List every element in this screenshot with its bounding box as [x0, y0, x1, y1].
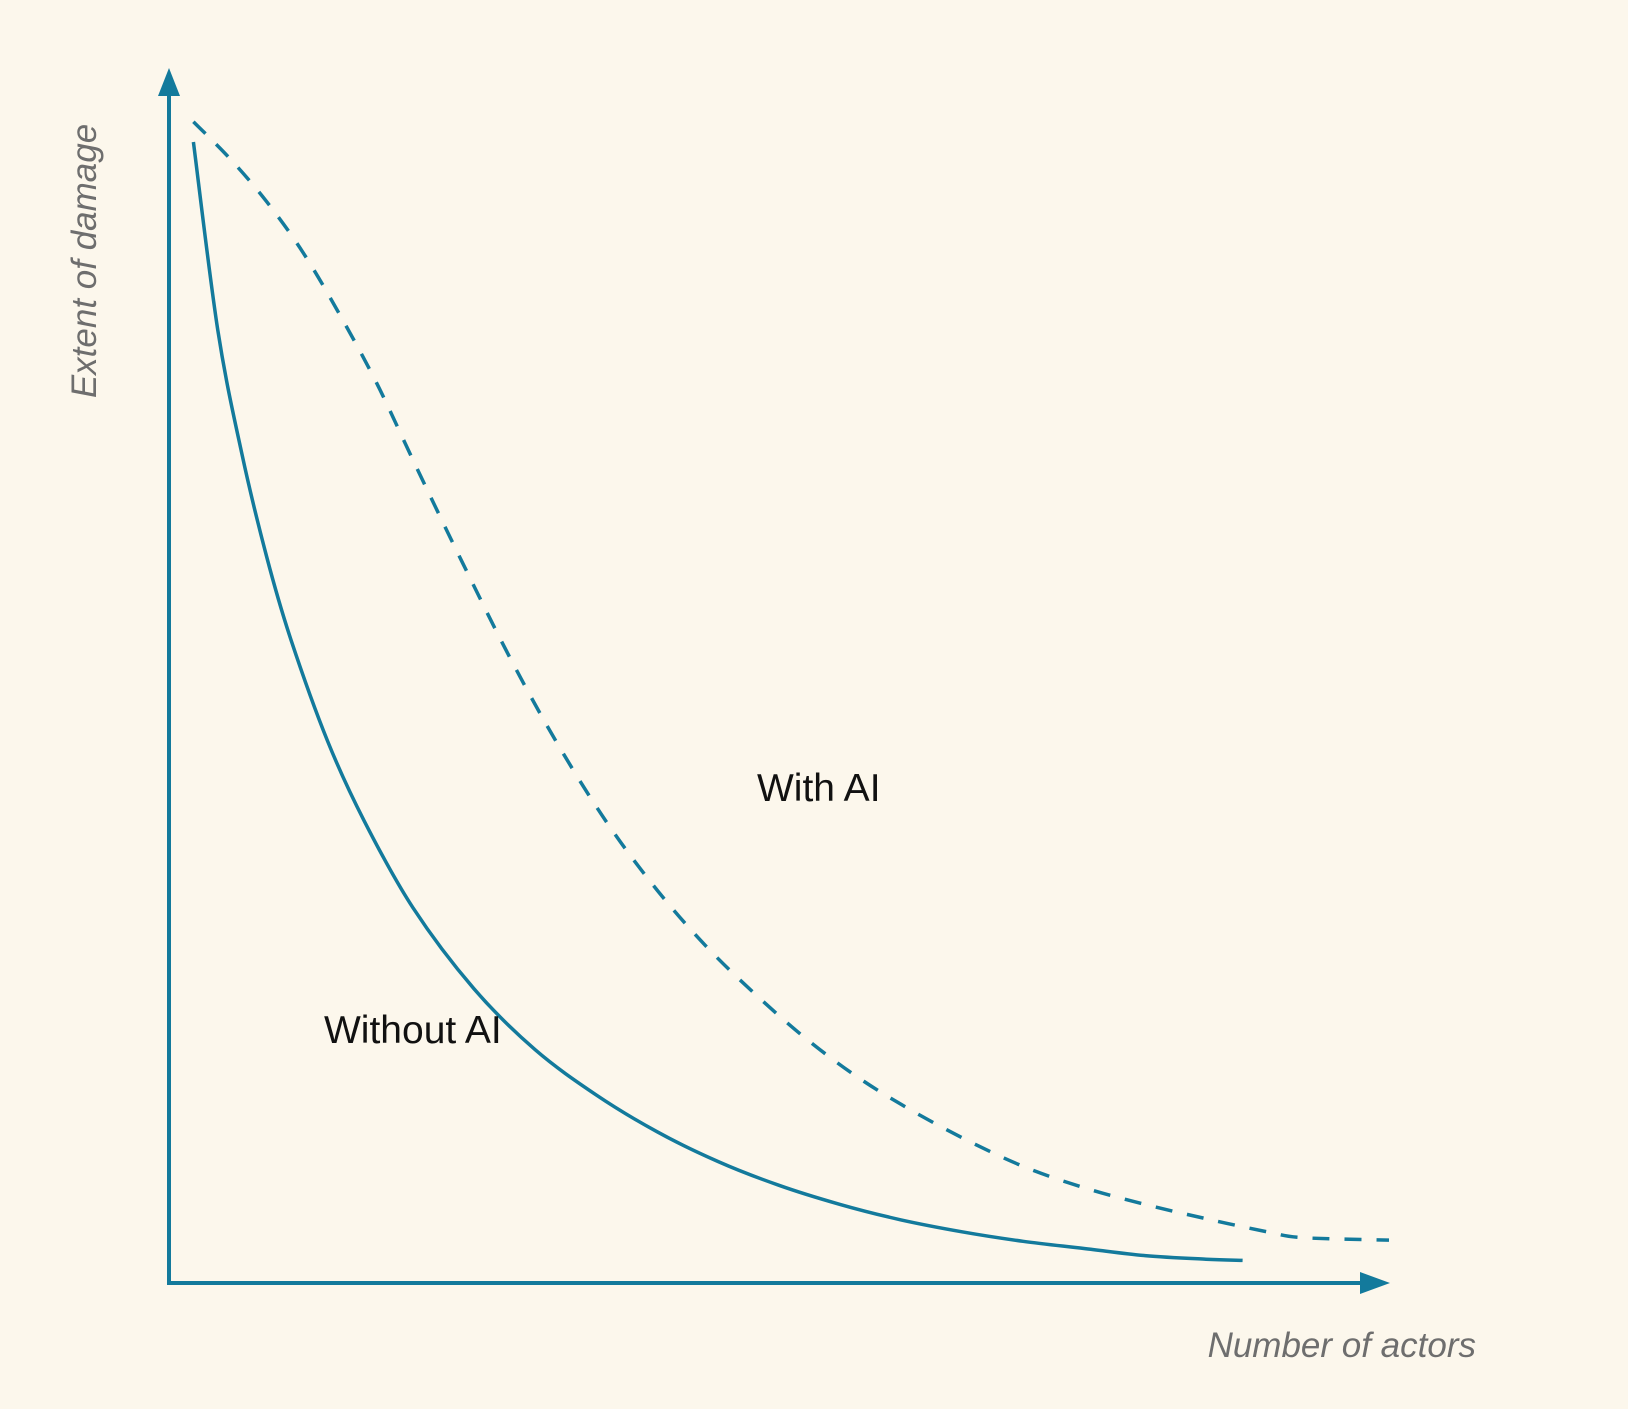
series-label-with-ai: With AI: [757, 767, 881, 810]
y-axis-arrow: [158, 68, 180, 96]
series-line-with-ai: [192, 120, 1390, 1242]
series-layer: [191, 120, 1390, 1263]
y-axis-title: Extent of damage: [65, 124, 104, 398]
x-axis-title: Number of actors: [1208, 1326, 1476, 1365]
series-line-without-ai: [191, 141, 1243, 1263]
x-axis-arrow: [1360, 1272, 1390, 1294]
series-label-without-ai: Without AI: [324, 1009, 502, 1052]
